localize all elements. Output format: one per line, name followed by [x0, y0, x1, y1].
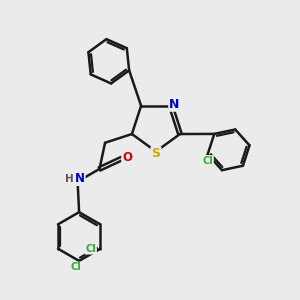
- Text: N: N: [75, 172, 85, 185]
- Text: Cl: Cl: [202, 156, 213, 166]
- Text: Cl: Cl: [85, 244, 96, 254]
- Text: O: O: [122, 151, 132, 164]
- Text: S: S: [152, 147, 160, 161]
- Text: H: H: [65, 174, 74, 184]
- Text: N: N: [169, 98, 179, 111]
- Text: Cl: Cl: [71, 262, 82, 272]
